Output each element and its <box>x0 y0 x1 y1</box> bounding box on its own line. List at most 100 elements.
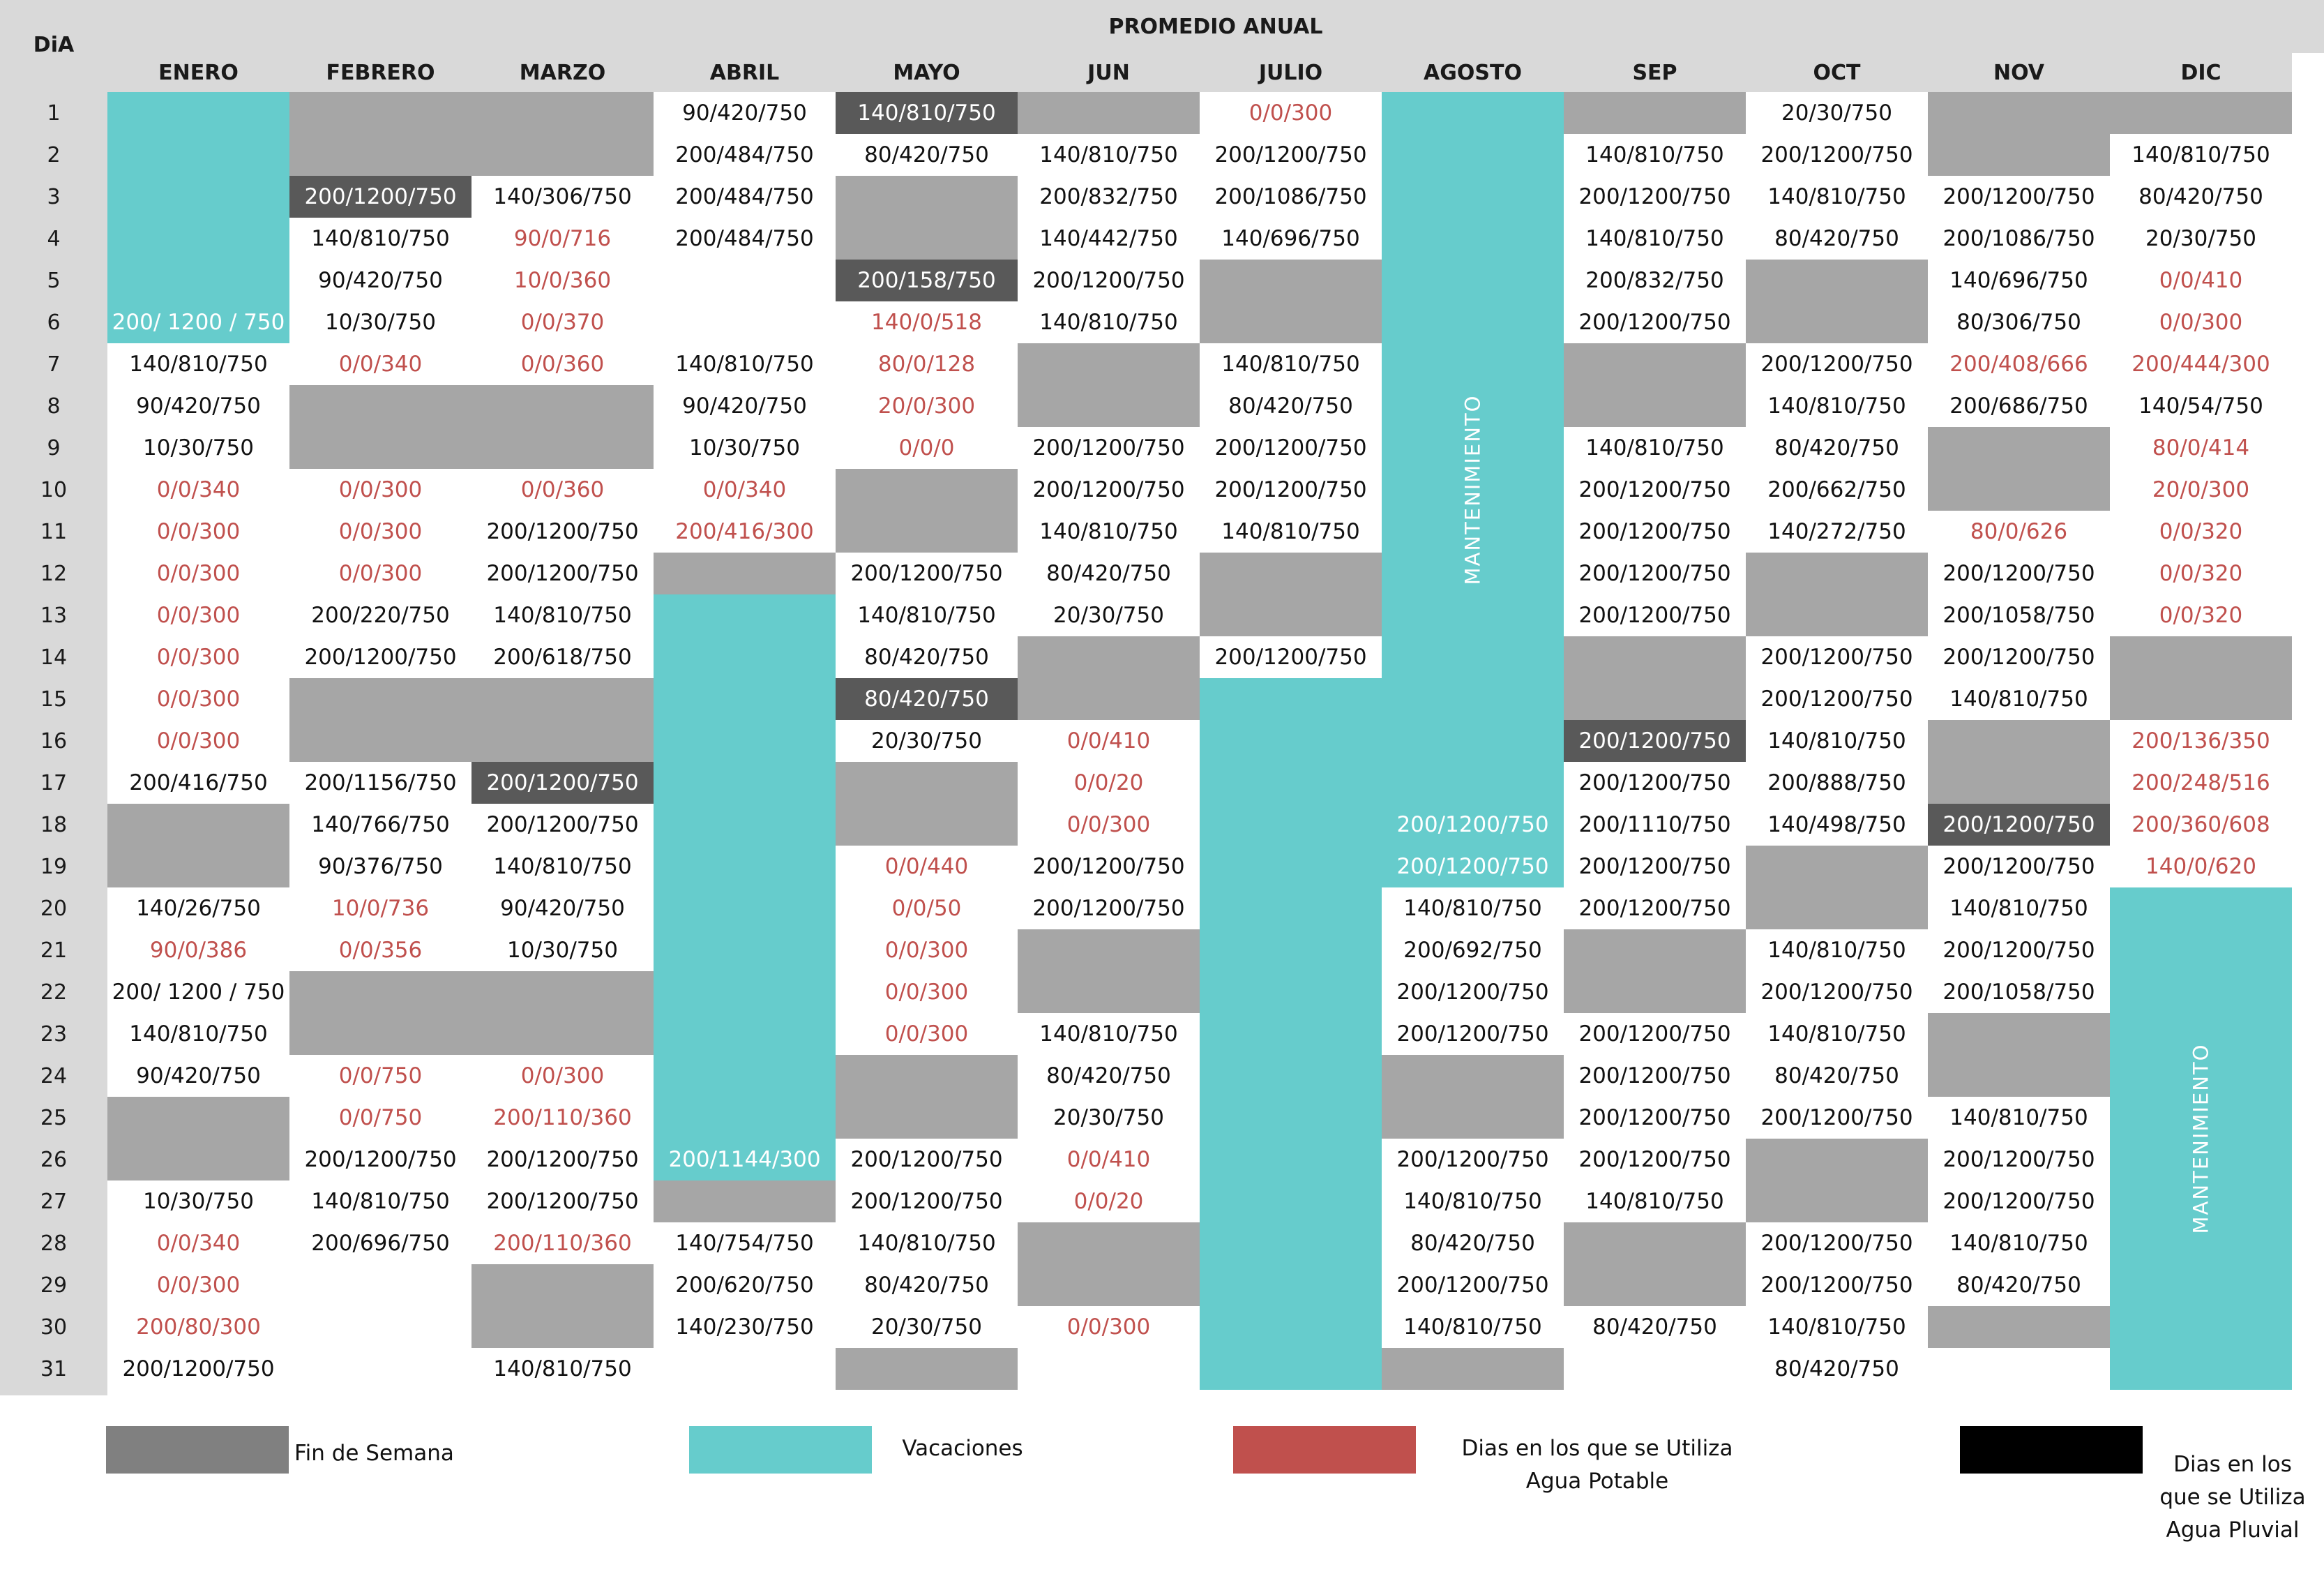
day-value: 200/ 1200 / 750 <box>112 310 285 335</box>
day-value: 200/1200/750 <box>486 519 639 544</box>
day-number: 13 <box>0 594 107 636</box>
day-value: 200/408/666 <box>1949 352 2088 377</box>
day-number: 29 <box>0 1264 107 1306</box>
month-header-sep: SEP <box>1564 53 1746 92</box>
day-value: 200/620/750 <box>675 1273 814 1298</box>
day-value: 140/810/750 <box>1949 687 2088 712</box>
day-value: 140/810/750 <box>311 1189 450 1214</box>
day-value: 200/1200/750 <box>486 1147 639 1172</box>
day-value: 80/420/750 <box>1774 435 1899 460</box>
weekend-block <box>1928 427 2110 511</box>
day-number: 12 <box>0 553 107 594</box>
day-number: 26 <box>0 1139 107 1180</box>
day-value: 200/1200/750 <box>1578 896 1731 921</box>
weekend-block <box>471 385 654 469</box>
dark-weekend-block <box>836 678 1018 720</box>
month-header-marzo: MARZO <box>471 53 654 92</box>
day-value: 0/0/340 <box>156 1231 241 1256</box>
day-value: 80/420/750 <box>864 645 989 670</box>
day-value: 140/810/750 <box>1039 310 1178 335</box>
day-value: 80/420/750 <box>864 1273 989 1298</box>
day-value: 140/810/750 <box>1221 352 1360 377</box>
day-value: 0/0/300 <box>338 561 423 586</box>
day-value: 200/1200/750 <box>486 1189 639 1214</box>
day-value: 200/416/300 <box>675 519 814 544</box>
dark-weekend-block <box>836 260 1018 301</box>
day-value: 0/0/300 <box>1248 100 1333 126</box>
day-value: 0/0/320 <box>2159 561 2243 586</box>
day-number: 18 <box>0 804 107 846</box>
day-value: 0/0/300 <box>156 603 241 628</box>
day-value: 200/832/750 <box>1585 268 1724 293</box>
day-value: 140/810/750 <box>129 1021 268 1047</box>
day-value: 140/810/750 <box>1949 1105 2088 1130</box>
weekend-block <box>1382 1055 1564 1139</box>
day-value: 20/30/750 <box>1053 603 1164 628</box>
day-value: 200/1200/750 <box>122 1356 275 1381</box>
day-value: 200/1200/750 <box>1942 184 2095 209</box>
day-value: 200/1200/750 <box>1578 561 1731 586</box>
vacation-swatch <box>689 1426 872 1474</box>
day-value: 0/0/440 <box>884 854 969 879</box>
dark-weekend-block <box>836 92 1018 134</box>
day-value: 200/1200/750 <box>1214 477 1367 502</box>
day-value: 140/0/518 <box>871 310 982 335</box>
day-value: 80/420/750 <box>1228 394 1353 419</box>
month-header-agosto: AGOSTO <box>1382 53 1564 92</box>
day-value: 10/30/750 <box>325 310 436 335</box>
dark-weekend-block <box>471 762 654 804</box>
day-value: 80/306/750 <box>1956 310 2081 335</box>
day-value: 140/696/750 <box>1949 268 2088 293</box>
day-value: 0/0/750 <box>338 1105 423 1130</box>
day-value: 140/810/750 <box>1767 184 1906 209</box>
day-value: 200/1200/750 <box>1396 854 1549 879</box>
day-value: 200/662/750 <box>1767 477 1906 502</box>
weekend-block <box>1928 1306 2110 1348</box>
day-value: 200/1200/750 <box>486 561 639 586</box>
day-value: 200/1200/750 <box>304 184 457 209</box>
day-value: 0/0/360 <box>520 477 605 502</box>
day-value: 200/1200/750 <box>1396 1147 1549 1172</box>
day-value: 140/810/750 <box>493 1356 632 1381</box>
day-value: 90/420/750 <box>500 896 625 921</box>
vacation-block <box>654 594 836 1180</box>
day-value: 200/1110/750 <box>1578 812 1731 837</box>
day-value: 200/1200/750 <box>1396 1273 1549 1298</box>
day-value: 200/158/750 <box>857 268 996 293</box>
weekend-block <box>836 1348 1018 1390</box>
day-value: 140/810/750 <box>857 1231 996 1256</box>
day-value: 20/30/750 <box>871 1314 982 1340</box>
weekend-block <box>654 553 836 594</box>
day-value: 200/1200/750 <box>1578 1021 1731 1047</box>
day-value: 200/1200/750 <box>1396 980 1549 1005</box>
day-number: 24 <box>0 1055 107 1097</box>
weekend-block <box>1746 553 1928 636</box>
weekend-block <box>1928 720 2110 804</box>
day-value: 200/136/350 <box>2131 728 2270 754</box>
month-header-enero: ENERO <box>107 53 289 92</box>
day-value: 200/692/750 <box>1403 938 1542 963</box>
day-value: 0/0/300 <box>156 645 241 670</box>
day-value: 0/0/360 <box>520 352 605 377</box>
day-value: 140/810/750 <box>857 603 996 628</box>
day-value: 0/0/356 <box>338 938 423 963</box>
day-value: 140/810/750 <box>1767 1021 1906 1047</box>
month-header-nov: NOV <box>1928 53 2110 92</box>
day-value: 0/0/300 <box>520 1063 605 1088</box>
day-value: 140/230/750 <box>675 1314 814 1340</box>
day-value: 200/484/750 <box>675 142 814 167</box>
weekend-block <box>1018 343 1200 427</box>
day-value: 200/110/360 <box>493 1231 632 1256</box>
day-value: 200/1200/750 <box>1214 435 1367 460</box>
day-value: 200/1058/750 <box>1942 980 2095 1005</box>
day-value: 0/0/300 <box>884 1021 969 1047</box>
day-value: 200/1200/750 <box>1578 477 1731 502</box>
weekend-block <box>1564 92 1746 134</box>
day-value: 200/1200/750 <box>850 1189 1003 1214</box>
weekend-block <box>1382 1348 1564 1390</box>
dark-weekend-block <box>1928 804 2110 846</box>
day-value: 140/754/750 <box>675 1231 814 1256</box>
legend-label: Fin de Semana <box>294 1441 454 1466</box>
day-value: 200/1200/750 <box>1942 561 2095 586</box>
